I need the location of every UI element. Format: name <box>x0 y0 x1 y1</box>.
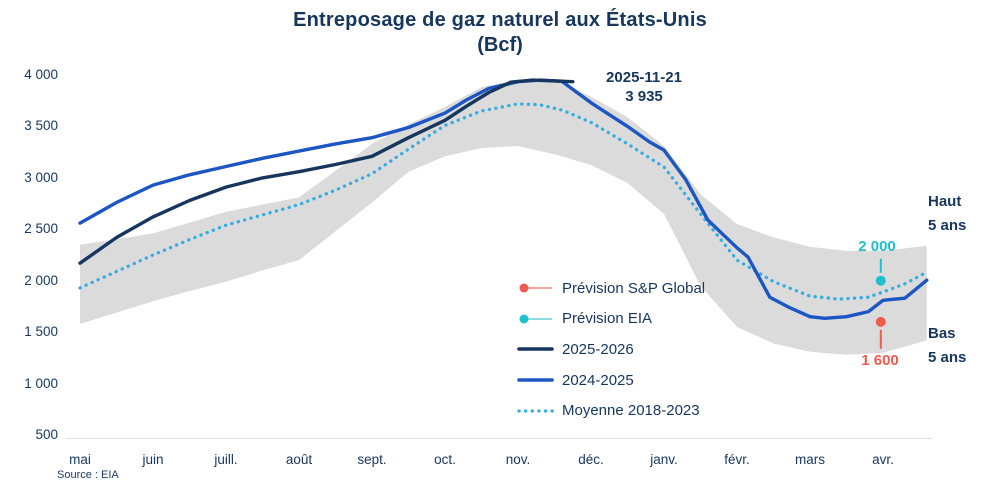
x-axis-tick-label: sept. <box>357 452 387 467</box>
peak-annotation: 2025-11-21 3 935 <box>574 68 714 106</box>
legend-label: Prévision S&P Global <box>562 279 706 297</box>
y-axis-tick-label: 3 500 <box>24 118 58 134</box>
y-axis-tick-label: 1 000 <box>24 375 58 391</box>
y-axis-tick-label: 2 000 <box>24 272 58 288</box>
y-axis-tick-label: 500 <box>35 427 58 442</box>
peak-annotation-date: 2025-11-21 <box>606 69 682 86</box>
legend-label: 2025-2026 <box>562 340 634 358</box>
peak-annotation-value: 3 935 <box>625 88 663 105</box>
x-axis-tick-label: août <box>285 452 313 467</box>
legend-label: Prévision EIA <box>562 310 653 328</box>
legend-swatch-dotted <box>517 409 556 413</box>
legend-item-moyenne-2018-2023: Moyenne 2018-2023 <box>516 399 700 423</box>
legend-swatch-lollipop <box>519 283 552 293</box>
legend-swatch-lollipop <box>519 314 552 324</box>
chart-title: Entreposage de gaz naturel aux États-Uni… <box>293 9 707 31</box>
x-axis-tick-label: avr. <box>872 452 894 467</box>
source-note: Source : EIA <box>57 469 119 481</box>
series-line-moyenne-2018-2023 <box>78 102 929 301</box>
legend-label: Moyenne 2018-2023 <box>562 402 700 420</box>
y-axis-tick-label: 4 000 <box>24 67 58 82</box>
legend-swatch-line <box>517 378 554 382</box>
band-low-label: Bas 5 ans <box>928 325 967 366</box>
x-axis-tick-label: oct. <box>434 452 456 467</box>
legend-label: 2024-2025 <box>562 371 634 389</box>
y-axis-tick-label: 3 000 <box>24 169 58 185</box>
series-line-2024-2025 <box>78 78 929 320</box>
x-axis-tick-label: juill. <box>214 452 238 467</box>
x-axis-tick-label: nov. <box>505 452 531 467</box>
forecast-eia-value-label: 2 000 <box>858 238 896 255</box>
band-high-label: Haut 5 ans <box>928 193 967 234</box>
x-axis-tick-label: déc. <box>578 452 604 467</box>
series-line-2025-2026 <box>78 78 575 265</box>
legend-item-pr-vision-eia: Prévision EIA <box>516 307 652 331</box>
legend-item-pr-vision-s-p-global: Prévision S&P Global <box>516 276 705 300</box>
forecast-sp-marker <box>875 316 886 327</box>
forecast-sp-value-label: 1 600 <box>861 352 899 369</box>
chart-subtitle: (Bcf) <box>477 34 523 56</box>
x-axis-tick-label: mai <box>69 452 91 467</box>
legend-swatch-line <box>517 347 554 352</box>
legend-item-2025-2026: 2025-2026 <box>516 337 634 361</box>
y-axis-tick-label: 2 500 <box>24 221 58 237</box>
y-axis-tick-label: 1 500 <box>24 324 58 340</box>
legend-item-2024-2025: 2024-2025 <box>516 368 634 392</box>
five-year-band <box>80 79 927 355</box>
forecast-eia-marker <box>875 275 886 286</box>
x-axis-tick-label: janv. <box>650 452 678 467</box>
x-axis-line <box>66 438 932 439</box>
x-axis-tick-label: juin <box>142 452 164 467</box>
x-axis-tick-label: mars <box>795 452 825 467</box>
x-axis-tick-label: févr. <box>724 452 750 467</box>
